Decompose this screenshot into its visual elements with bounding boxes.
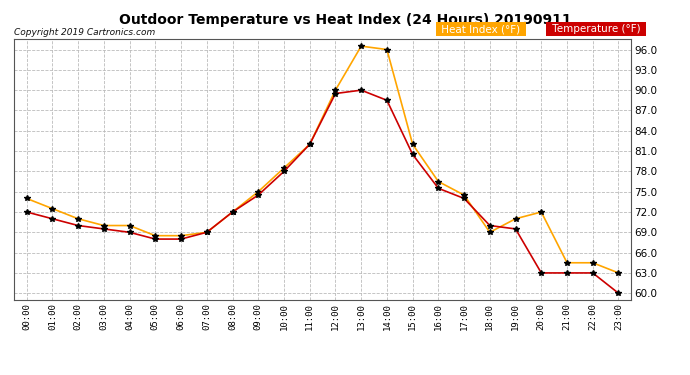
Text: Outdoor Temperature vs Heat Index (24 Hours) 20190911: Outdoor Temperature vs Heat Index (24 Ho… [119, 13, 571, 27]
Text: Copyright 2019 Cartronics.com: Copyright 2019 Cartronics.com [14, 28, 155, 37]
Text: Heat Index (°F): Heat Index (°F) [438, 24, 524, 34]
Text: Temperature (°F): Temperature (°F) [549, 24, 644, 34]
